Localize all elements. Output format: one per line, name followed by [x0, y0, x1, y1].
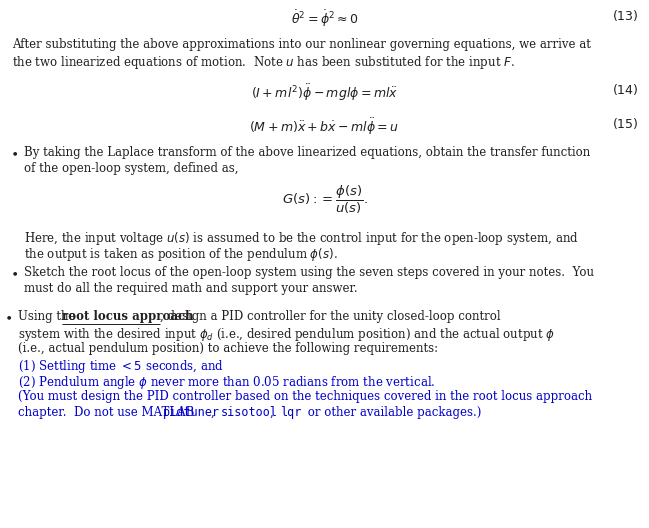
Text: $(13)$: $(13)$	[613, 8, 639, 23]
Text: must do all the required math and support your answer.: must do all the required math and suppor…	[24, 282, 358, 295]
Text: $G(s) := \dfrac{\phi(s)}{u(s)}.$: $G(s) := \dfrac{\phi(s)}{u(s)}.$	[282, 184, 367, 216]
Text: After substituting the above approximations into our nonlinear governing equatio: After substituting the above approximati…	[12, 38, 591, 51]
Text: ,: ,	[270, 406, 278, 419]
Text: the two linearized equations of motion.  Note $u$ has been substituted for the i: the two linearized equations of motion. …	[12, 54, 515, 71]
Text: ,: ,	[211, 406, 219, 419]
Text: $\bullet$: $\bullet$	[10, 146, 18, 159]
Text: By taking the Laplace transform of the above linearized equations, obtain the tr: By taking the Laplace transform of the a…	[24, 146, 590, 159]
Text: (You must design the PID controller based on the techniques covered in the root : (You must design the PID controller base…	[18, 390, 592, 403]
Text: (i.e., actual pendulum position) to achieve the following requirements:: (i.e., actual pendulum position) to achi…	[18, 342, 438, 355]
Text: $(14)$: $(14)$	[613, 82, 639, 97]
Text: $\dot{\theta}^2 = \dot{\phi}^2 \approx 0$: $\dot{\theta}^2 = \dot{\phi}^2 \approx 0…	[291, 8, 358, 29]
Text: system with the desired input $\phi_d$ (i.e., desired pendulum position) and the: system with the desired input $\phi_d$ (…	[18, 326, 555, 343]
Text: $(I + ml^2)\ddot{\phi} - mgl\phi = ml\ddot{x}$: $(I + ml^2)\ddot{\phi} - mgl\phi = ml\dd…	[251, 82, 398, 102]
Text: $\bullet$: $\bullet$	[4, 310, 12, 323]
Text: (1) Settling time $< 5$ seconds, and: (1) Settling time $< 5$ seconds, and	[18, 358, 224, 375]
Text: the output is taken as position of the pendulum $\phi(s)$.: the output is taken as position of the p…	[24, 246, 337, 263]
Text: pidtuner: pidtuner	[163, 406, 220, 419]
Text: or other available packages.): or other available packages.)	[304, 406, 482, 419]
Text: of the open-loop system, defined as,: of the open-loop system, defined as,	[24, 162, 238, 175]
Text: sisotool: sisotool	[221, 406, 278, 419]
Text: lqr: lqr	[280, 406, 301, 419]
Text: root locus approach: root locus approach	[62, 310, 193, 323]
Text: chapter.  Do not use MATLAB: chapter. Do not use MATLAB	[18, 406, 198, 419]
Text: Here, the input voltage $u(s)$ is assumed to be the control input for the open-l: Here, the input voltage $u(s)$ is assume…	[24, 230, 579, 247]
Text: $\bullet$: $\bullet$	[10, 266, 18, 279]
Text: , design a PID controller for the unity closed-loop control: , design a PID controller for the unity …	[160, 310, 500, 323]
Text: (2) Pendulum angle $\phi$ never more than 0.05 radians from the vertical.: (2) Pendulum angle $\phi$ never more tha…	[18, 374, 435, 391]
Text: $(15)$: $(15)$	[613, 116, 639, 131]
Text: Using the: Using the	[18, 310, 79, 323]
Text: Sketch the root locus of the open-loop system using the seven steps covered in y: Sketch the root locus of the open-loop s…	[24, 266, 594, 279]
Text: $(M + m)\ddot{x} + b\dot{x} - ml\ddot{\phi} = u$: $(M + m)\ddot{x} + b\dot{x} - ml\ddot{\p…	[249, 116, 400, 137]
